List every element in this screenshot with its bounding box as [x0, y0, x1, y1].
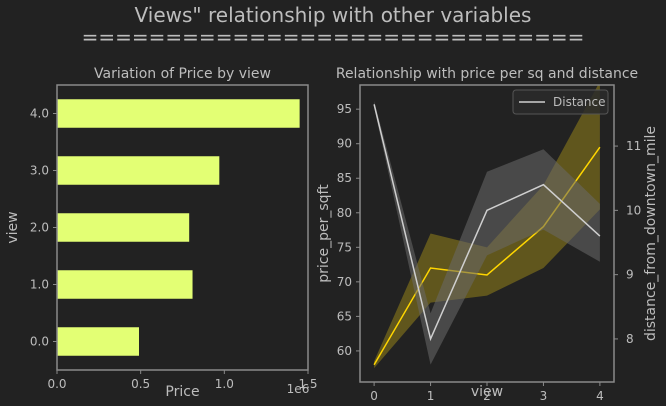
y-tick-label: 3.0	[30, 164, 49, 178]
x-tick-label: 0.5	[131, 377, 150, 391]
x-tick-label: 4	[596, 389, 604, 403]
y2-tick-label: 10	[626, 203, 641, 217]
chart-title: Relationship with price per sq and dista…	[336, 66, 638, 82]
x-tick-label: 0.0	[47, 377, 66, 391]
y-tick-label: 70	[337, 275, 352, 289]
y-tick-label: 1.0	[30, 278, 49, 292]
bar-view-3.0	[57, 156, 220, 185]
y-tick-label: 75	[337, 240, 352, 254]
legend-label-distance: Distance	[553, 95, 605, 109]
x-tick-label: 3	[540, 389, 548, 403]
y2-tick-label: 8	[626, 332, 634, 346]
bar-view-0.0	[57, 327, 139, 356]
distance-confidence-band	[374, 101, 600, 365]
y2-tick-label: 9	[626, 268, 634, 282]
y-tick-label: 90	[337, 137, 352, 151]
plot-frame	[56, 84, 309, 371]
y-tick-label: 95	[337, 102, 352, 116]
bar-view-2.0	[57, 213, 190, 242]
y2-axis-label: distance_from_downtown_mile	[643, 126, 659, 341]
x-tick-label: 1	[427, 389, 435, 403]
y-tick-label: 85	[337, 171, 352, 185]
price-confidence-band	[374, 85, 600, 369]
y-axis-label: view	[5, 211, 21, 243]
bar-view-4.0	[57, 99, 300, 128]
plot-area	[373, 85, 601, 369]
y-tick-label: 0.0	[30, 335, 49, 349]
x-tick-label: 1.5	[298, 377, 317, 391]
y-tick-label: 65	[337, 309, 352, 323]
legend-box	[512, 89, 609, 115]
figure-title-underline: ==============================	[81, 25, 585, 49]
y-tick-label: 2.0	[30, 221, 49, 235]
figure-title: Views" relationship with other variables	[134, 3, 532, 27]
x-tick-label: 1.0	[215, 377, 234, 391]
chart-title: Variation of Price by view	[94, 66, 271, 82]
y-tick-label: 4.0	[30, 107, 49, 121]
y-tick-label: 80	[337, 206, 352, 220]
line-chart-price-distance: Relationship with price per sq and dista…	[316, 66, 659, 403]
y-axis-label: price_per_sqft	[316, 184, 332, 283]
bar-chart-price-by-view: Variation of Price by view 0.0 1.0 2.0 3.0 4.…	[5, 66, 318, 400]
y2-tick-label: 11	[626, 139, 641, 153]
x-axis-label: Price	[165, 384, 199, 400]
y-tick-label: 60	[337, 344, 352, 358]
distance-line	[373, 104, 601, 342]
x-axis-label: view	[471, 384, 503, 400]
x-tick-label: 2	[483, 389, 491, 403]
plot-frame	[359, 84, 615, 383]
bar-view-1.0	[57, 270, 193, 299]
x-tick-label: 0	[370, 389, 378, 403]
x-offset-label: 1e6	[287, 382, 310, 396]
